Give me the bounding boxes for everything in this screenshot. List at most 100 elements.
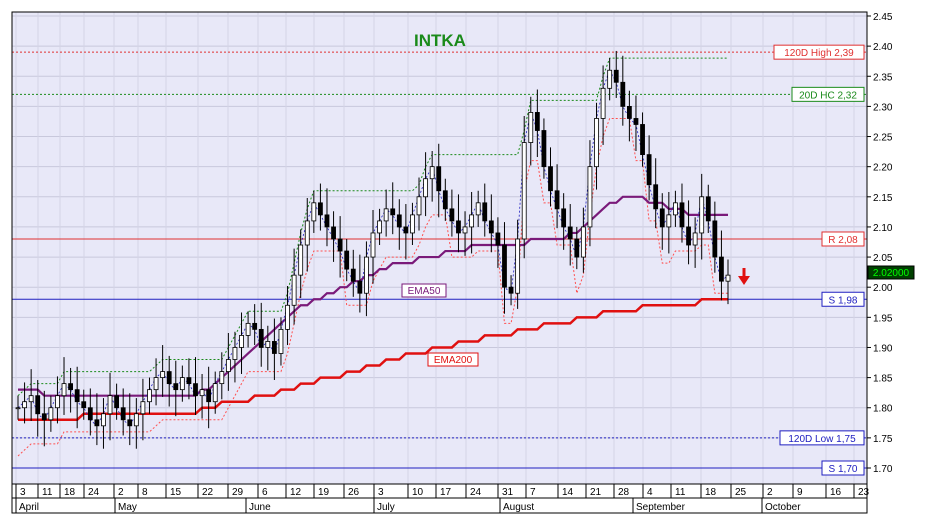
candle-body — [160, 371, 166, 379]
y-tick-label: 1.70 — [873, 464, 893, 475]
candle-body — [429, 166, 435, 180]
x-day-tick-label: 15 — [170, 487, 182, 498]
candle-body — [87, 407, 93, 421]
level-label-box — [773, 44, 865, 60]
level-label-box — [821, 231, 865, 247]
x-day-tick-label: 7 — [530, 487, 536, 498]
y-tick-label: 2.05 — [873, 253, 893, 264]
level-label-box — [779, 430, 865, 446]
candle-body — [147, 389, 152, 403]
candle-body — [291, 274, 297, 306]
candle-body — [153, 377, 159, 391]
candle-body — [640, 124, 645, 156]
candle-body — [436, 166, 442, 192]
x-day-tick-label: 2 — [767, 487, 773, 498]
candle-body — [94, 419, 100, 427]
x-month-tick-label: April — [19, 502, 39, 513]
candle-body — [357, 280, 363, 294]
candle-body — [258, 328, 264, 348]
candle-body — [488, 220, 494, 234]
x-day-tick-label: 10 — [412, 487, 424, 498]
ema200-label: EMA200 — [427, 352, 479, 367]
x-day-tick-label: 2 — [118, 487, 124, 498]
x-day-tick-label: 14 — [562, 487, 574, 498]
y-tick-label: 2.20 — [873, 163, 893, 174]
candle-body — [495, 232, 501, 246]
x-day-tick-label: 8 — [142, 487, 148, 498]
candle-body — [271, 341, 277, 354]
ema50-label-text: EMA50 — [408, 286, 441, 297]
candle-body — [712, 220, 718, 258]
x-day-tick-label: 29 — [232, 487, 244, 498]
candle-body — [534, 112, 540, 131]
y-tick-label: 1.85 — [873, 374, 893, 385]
candle-body — [219, 371, 225, 385]
x-day-tick-label: 21 — [590, 487, 602, 498]
candle-body — [423, 178, 428, 198]
candle-body — [331, 226, 336, 240]
candle-body — [377, 220, 382, 234]
candle-body — [567, 226, 573, 240]
candle-body — [225, 359, 231, 372]
candle-body — [173, 383, 179, 391]
x-month-tick-label: September — [636, 502, 686, 513]
y-tick-label: 1.95 — [873, 313, 893, 324]
y-tick-label: 2.45 — [873, 12, 893, 23]
down-arrow-icon — [738, 268, 750, 285]
candle-body — [521, 142, 527, 240]
candle-body — [725, 274, 731, 282]
candle-body — [396, 214, 402, 228]
candle-body — [212, 383, 218, 403]
candle-body — [699, 196, 705, 234]
candle-body — [528, 112, 534, 143]
level-label-box — [791, 86, 865, 102]
candle-body — [186, 377, 192, 385]
candle-body — [206, 389, 212, 403]
y-tick-label: 1.75 — [873, 434, 893, 445]
x-day-tick-label: 18 — [64, 487, 76, 498]
candle-body — [719, 256, 724, 282]
candle-body — [304, 220, 310, 246]
y-tick-label: 1.80 — [873, 404, 893, 415]
x-day-tick-label: 23 — [858, 487, 870, 498]
ema200-label-text: EMA200 — [434, 355, 473, 366]
candle-body — [607, 69, 613, 89]
x-day-tick-label: 11 — [42, 487, 53, 498]
candle-body — [68, 383, 73, 391]
candle-body — [370, 232, 376, 258]
y-tick-label: 2.30 — [873, 102, 893, 113]
x-day-tick-label: 3 — [378, 487, 384, 498]
candle-body — [469, 214, 475, 228]
candle-body — [48, 407, 54, 421]
candle-body — [318, 202, 323, 216]
candle-body — [646, 154, 652, 186]
candle-body — [416, 196, 422, 216]
candle-body — [41, 413, 47, 421]
candle-body — [311, 202, 317, 222]
x-month-tick-label: October — [765, 502, 801, 513]
candle-body — [686, 226, 691, 246]
x-month-tick-label: June — [249, 502, 271, 513]
candle-body — [35, 395, 41, 415]
x-day-tick-label: 17 — [440, 487, 452, 498]
candle-body — [659, 208, 665, 228]
x-month-tick-label: May — [118, 502, 137, 513]
candle-body — [705, 196, 711, 222]
x-month-tick-label: August — [503, 502, 534, 513]
candle-body — [502, 244, 507, 288]
candle-body — [515, 238, 521, 294]
candle-body — [350, 268, 356, 282]
candle-body — [15, 407, 21, 410]
y-tick-label: 2.40 — [873, 42, 893, 53]
candle-body — [482, 202, 488, 222]
candle-body — [193, 383, 198, 397]
level-label: 120D High 2,39 — [784, 48, 854, 59]
level-label-box — [821, 460, 865, 476]
ema50-label-box — [401, 283, 447, 298]
x-day-tick-label: 26 — [348, 487, 360, 498]
x-day-tick-label: 19 — [318, 487, 330, 498]
candle-body — [548, 166, 553, 192]
y-tick-label: 2.25 — [873, 133, 893, 144]
candle-body — [574, 238, 580, 258]
